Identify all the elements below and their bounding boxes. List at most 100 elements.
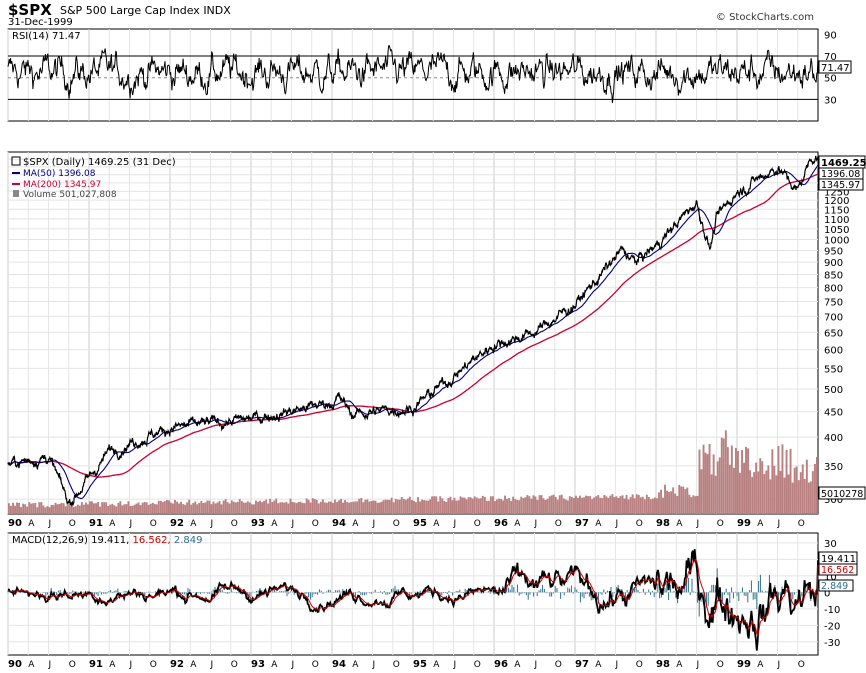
time-tick-label: 92	[170, 659, 184, 670]
volume-bar	[591, 499, 594, 514]
rsi-tick-label: 90	[824, 30, 837, 41]
volume-bar	[656, 498, 658, 514]
volume-bar	[275, 498, 278, 514]
volume-bar	[473, 496, 476, 514]
volume-bar	[376, 502, 379, 514]
time-tick-label: O	[474, 660, 481, 670]
volume-bar	[336, 502, 338, 514]
volume-bar	[601, 498, 604, 514]
time-tick-label: A	[28, 660, 35, 670]
volume-bar	[773, 465, 776, 514]
rsi-grid	[7, 29, 818, 121]
volume-bar	[747, 448, 749, 514]
volume-bar	[293, 502, 296, 514]
volume-bar	[101, 502, 104, 514]
volume-legend-label: Volume 501,027,808	[23, 190, 117, 200]
time-tick-label: J	[291, 519, 295, 529]
volume-bar	[581, 497, 583, 514]
time-tick-label: 90	[8, 518, 22, 529]
source-credit[interactable]: © StockCharts.com	[715, 12, 814, 23]
volume-bar	[366, 499, 369, 514]
candle-icon	[11, 156, 21, 166]
time-tick-label: A	[433, 519, 440, 529]
volume-bar	[583, 497, 585, 514]
volume-bar	[753, 472, 756, 514]
volume-bar	[649, 499, 652, 514]
volume-bar	[176, 501, 178, 514]
volume-bar	[68, 505, 71, 514]
volume-bar	[647, 497, 650, 514]
volume-bar	[623, 498, 626, 514]
time-tick-label: J	[777, 660, 781, 670]
volume-bar	[552, 494, 555, 514]
volume-bar	[378, 502, 381, 514]
ma50-value-label: 1396.08	[821, 169, 860, 180]
price-line	[7, 155, 819, 507]
volume-bar	[396, 499, 399, 514]
volume-bar	[182, 504, 185, 514]
time-tick-label: J	[291, 660, 295, 670]
volume-bar	[299, 501, 302, 514]
time-tick-label: A	[676, 519, 683, 529]
volume-bar	[767, 465, 770, 514]
volume-bar	[660, 489, 662, 514]
volume-bar	[441, 498, 444, 514]
volume-bar	[728, 464, 731, 514]
volume-bar	[483, 496, 486, 514]
volume-bar	[597, 495, 600, 514]
time-tick-label: O	[312, 519, 319, 529]
volume-bar	[406, 498, 409, 514]
volume-bar	[781, 444, 784, 514]
volume-bar	[188, 499, 191, 514]
volume-bar	[277, 503, 280, 514]
time-tick-label: O	[636, 660, 643, 670]
volume-bar	[374, 500, 377, 514]
volume-bar	[82, 504, 85, 514]
volume-bar	[494, 501, 496, 514]
time-tick-label: J	[210, 519, 214, 529]
volume-bar	[242, 502, 245, 514]
volume-bar	[147, 504, 150, 514]
volume-bar	[20, 507, 22, 514]
volume-bar	[34, 503, 37, 514]
volume-bar	[285, 501, 288, 514]
volume-bar	[36, 507, 39, 514]
volume-bar	[255, 500, 257, 514]
volume-bar	[489, 496, 492, 514]
volume-bar	[149, 503, 152, 514]
macd-tick-label: 10	[824, 572, 837, 583]
signal-value-label: 16.562	[821, 565, 854, 576]
macd-legend-signal: 16.562,	[132, 535, 170, 546]
volume-bar	[550, 495, 553, 514]
index-name: S&P 500 Large Cap Index INDX	[60, 4, 231, 17]
volume-bar	[670, 491, 673, 514]
volume-bar	[568, 496, 571, 514]
volume-bar	[787, 474, 790, 514]
volume-bar	[226, 502, 229, 514]
volume-bar	[593, 497, 596, 514]
volume-bar	[575, 495, 577, 514]
volume-bar	[166, 500, 168, 514]
rsi-line	[7, 45, 819, 104]
macd-tick-label: -30	[824, 638, 840, 649]
volume-bar	[186, 502, 189, 514]
time-tick-label: O	[393, 519, 400, 529]
volume-bar	[107, 506, 110, 514]
time-tick-label: J	[48, 519, 52, 529]
volume-bar	[257, 501, 259, 514]
volume-bar	[556, 499, 559, 514]
volume-bar	[161, 502, 164, 514]
rsi-tick-label: 30	[824, 95, 837, 106]
time-tick-label: A	[433, 660, 440, 670]
volume-bar	[70, 504, 73, 514]
volume-bar	[807, 482, 810, 514]
volume-bar	[763, 474, 766, 514]
volume-bar	[814, 463, 816, 514]
volume-bar	[662, 497, 664, 514]
volume-bar	[463, 497, 466, 514]
volume-bar	[362, 502, 365, 514]
time-tick-label: A	[676, 660, 683, 670]
volume-bar	[196, 504, 199, 514]
volume-bar	[615, 496, 618, 514]
